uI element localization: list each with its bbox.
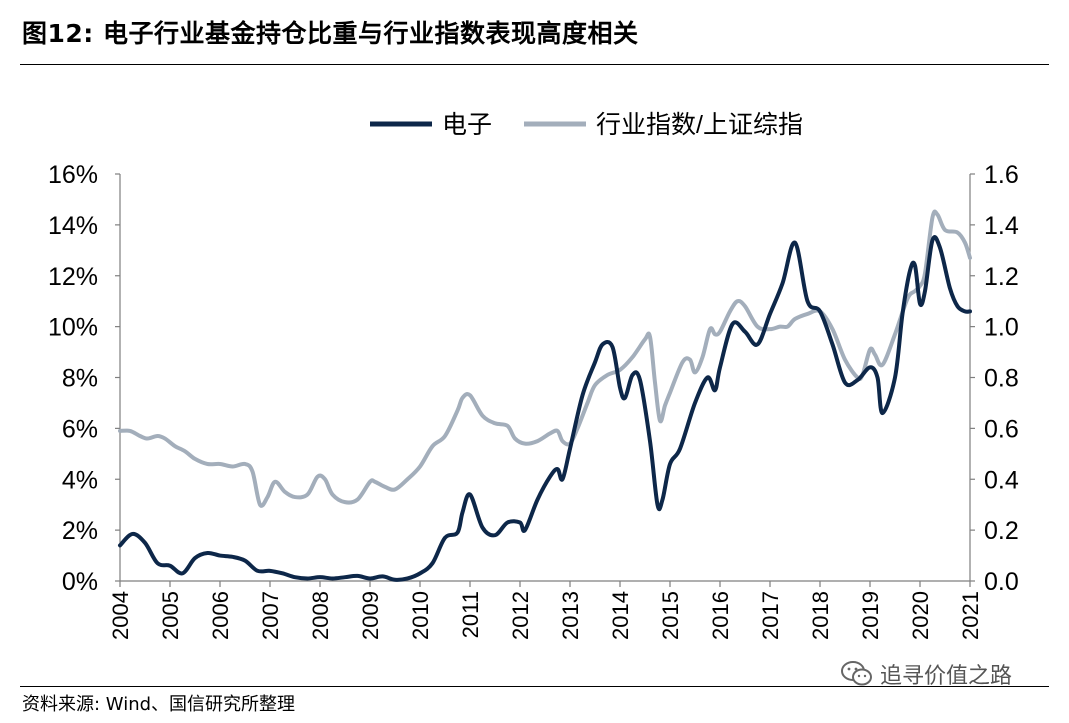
left-tick-label: 12% <box>48 263 98 291</box>
chart: 0% 2% 4% 6% 8% 10% 12% 14% 16% 0.0 0.2 0.4 0.6 0.8 1.0… <box>48 111 1019 640</box>
x-tick-label: 2007 <box>258 591 283 640</box>
x-tick-label: 2021 <box>958 591 983 640</box>
x-tick-label: 2009 <box>358 591 383 640</box>
left-tick-label: 10% <box>48 314 98 342</box>
page-title: 图12: 电子行业基金持仓比重与行业指数表现高度相关 <box>22 19 639 48</box>
x-tick-label: 2008 <box>308 591 333 640</box>
right-tick-label: 1.0 <box>984 314 1019 342</box>
x-tick-label: 2005 <box>158 591 183 640</box>
source-note: 资料来源: Wind、国信研究所整理 <box>22 694 296 715</box>
watermark: 追寻价值之路 <box>840 658 1012 690</box>
series-line-index-ratio <box>118 209 972 508</box>
right-tick-label: 0.6 <box>984 415 1019 443</box>
x-tick-label: 2018 <box>808 591 833 640</box>
right-tick-label: 0.4 <box>984 466 1019 494</box>
x-tick-label: 2020 <box>908 591 933 640</box>
top-rule <box>20 64 1049 65</box>
x-tick-label: 2011 <box>458 591 483 638</box>
x-tick-label: 2004 <box>108 591 133 640</box>
watermark-text: 追寻价值之路 <box>880 664 1013 689</box>
right-tick-label: 0.0 <box>984 568 1019 596</box>
bottom-rule <box>20 686 1049 687</box>
right-tick-label: 0.2 <box>984 517 1019 545</box>
right-tick-label: 0.8 <box>984 365 1019 393</box>
left-tick-label: 4% <box>62 466 98 494</box>
x-tick-label: 2013 <box>558 591 583 640</box>
wechat-icon <box>841 661 872 686</box>
x-tick-label: 2017 <box>758 591 783 640</box>
right-tick-label: 1.4 <box>984 212 1019 240</box>
x-tick-label: 2015 <box>658 591 683 640</box>
right-tick-label: 1.2 <box>984 263 1019 291</box>
x-tick-label: 2016 <box>708 591 733 640</box>
series-line-electronics <box>118 235 972 582</box>
legend-label-index-ratio: 行业指数/上证综指 <box>596 111 803 139</box>
left-tick-label: 16% <box>48 161 98 189</box>
legend-label-electronics: 电子 <box>442 111 492 139</box>
title-bar: 图12: 电子行业基金持仓比重与行业指数表现高度相关 <box>0 0 1069 64</box>
left-tick-label: 14% <box>48 212 98 240</box>
x-tick-label: 2010 <box>408 591 433 640</box>
right-tick-label: 1.6 <box>984 161 1019 189</box>
x-tick-label: 2019 <box>858 591 883 640</box>
x-tick-label: 2012 <box>508 591 533 640</box>
x-tick-label: 2006 <box>208 591 233 640</box>
x-tick-label: 2014 <box>608 591 633 640</box>
left-tick-label: 0% <box>62 568 98 596</box>
left-tick-label: 2% <box>62 517 98 545</box>
left-tick-label: 8% <box>62 365 98 393</box>
left-tick-label: 6% <box>62 415 98 443</box>
